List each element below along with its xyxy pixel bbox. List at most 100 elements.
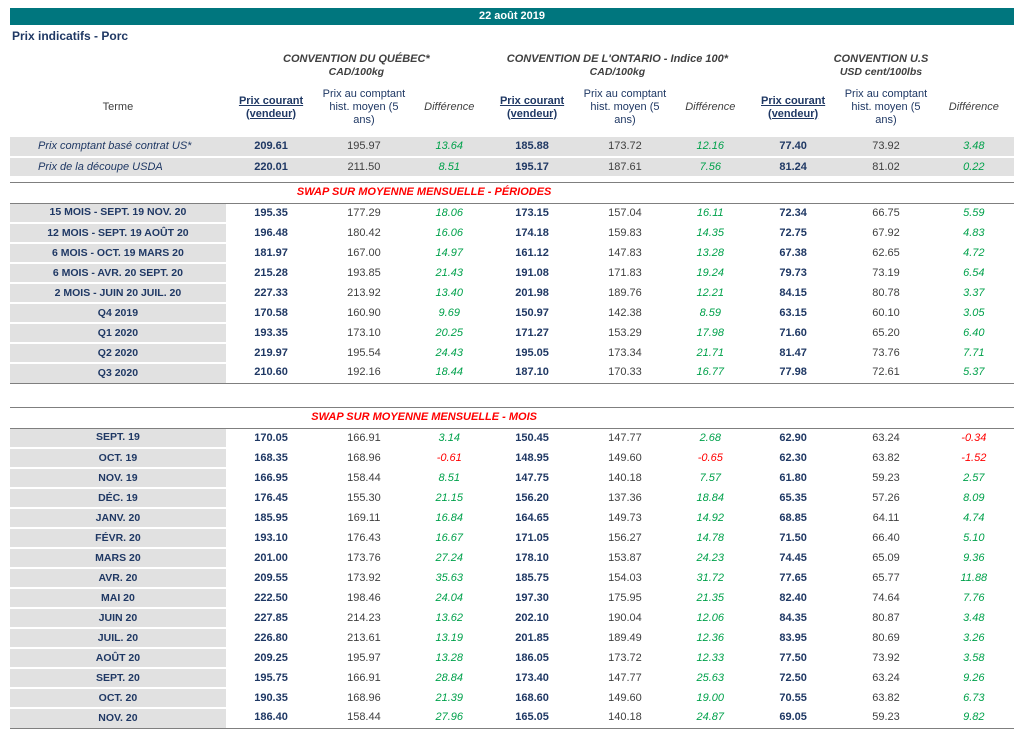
price-hist-cell: 166.91 [347, 671, 381, 684]
price-hist-cell: 177.29 [347, 206, 381, 219]
price-current-cell: 201.00 [254, 551, 288, 564]
difference-cell: 24.87 [672, 708, 748, 729]
difference-cell: 11.88 [960, 571, 988, 584]
price-hist-cell: 67.92 [872, 226, 900, 239]
price-current-cell: 84.15 [779, 286, 807, 299]
difference-cell: 13.19 [435, 631, 463, 644]
price-current-cell: 69.05 [747, 708, 839, 729]
header-hist-us: Prix au comptant hist. moyen (5 ans) [844, 88, 928, 126]
price-hist-cell: 149.73 [608, 511, 642, 524]
price-current-cell: 191.08 [515, 266, 549, 279]
difference-cell: 8.09 [963, 491, 985, 504]
price-current-cell: 71.60 [779, 326, 807, 339]
difference-cell: 4.74 [963, 511, 985, 524]
column-header-row: Terme Prix courant (vendeur) Prix au com… [10, 84, 1014, 137]
price-current-cell: 186.05 [515, 651, 549, 664]
price-current-cell: 210.60 [225, 363, 317, 384]
difference-cell: 9.82 [933, 708, 1014, 729]
difference-cell: 7.57 [699, 471, 721, 484]
difference-cell: 24.43 [435, 346, 463, 359]
difference-cell: 2.68 [699, 431, 721, 444]
price-current-cell: 227.85 [254, 611, 288, 624]
difference-cell: 16.84 [435, 511, 463, 524]
price-hist-cell: 173.34 [608, 346, 642, 359]
row-label: Q2 2020 [10, 343, 226, 364]
price-hist-cell: 65.20 [872, 326, 900, 339]
table-row: 12 MOIS - SEPT. 19 AOÛT 20 196.48 180.42 16… [10, 223, 1014, 244]
price-current-cell: 84.35 [779, 611, 807, 624]
difference-cell: 18.06 [435, 206, 463, 219]
table-row: 15 MOIS - SEPT. 19 NOV. 20 195.35 177.29 18… [10, 203, 1014, 224]
difference-cell: 3.48 [963, 611, 985, 624]
table-row: AOÛT 20 209.25 195.97 13.28 186.05 173.72 12.3… [10, 648, 1014, 669]
difference-cell: 7.71 [963, 346, 985, 359]
price-current-cell: 148.95 [515, 451, 549, 464]
price-current-cell: 166.95 [254, 471, 288, 484]
difference-cell: 5.59 [963, 206, 985, 219]
row-label: 12 MOIS - SEPT. 19 AOÛT 20 [10, 223, 226, 244]
price-hist-cell: 155.30 [347, 491, 381, 504]
price-current-cell: 171.05 [515, 531, 549, 544]
price-current-cell: 67.38 [779, 246, 807, 259]
spacer-cell [10, 383, 1014, 407]
price-current-cell: 150.45 [515, 431, 549, 444]
difference-cell: 3.58 [963, 651, 985, 664]
row-label: JUIN 20 [10, 608, 226, 629]
price-hist-cell: 80.69 [872, 631, 900, 644]
price-current-cell: 165.05 [486, 708, 578, 729]
difference-cell: 19.00 [696, 691, 725, 704]
table-body: Prix comptant basé contrat US* 209.61 195.… [10, 137, 1014, 729]
price-hist-cell: 80.87 [872, 611, 900, 624]
row-label: 15 MOIS - SEPT. 19 NOV. 20 [10, 203, 226, 224]
spacer-row [10, 177, 1014, 182]
difference-cell: 21.35 [696, 591, 725, 604]
price-current-cell: 83.95 [779, 631, 807, 644]
price-current-cell: 164.65 [515, 511, 549, 524]
price-hist-cell: 81.02 [838, 157, 934, 178]
price-current-cell: 196.48 [254, 226, 288, 239]
row-label: 6 MOIS - OCT. 19 MARS 20 [10, 243, 226, 264]
difference-cell: 27.24 [435, 551, 463, 564]
price-hist-cell: 147.77 [608, 431, 642, 444]
difference-cell: 9.26 [963, 671, 985, 684]
price-hist-cell: 153.87 [608, 551, 642, 564]
price-current-cell: 150.97 [515, 306, 549, 319]
section-title-filler [838, 181, 1014, 204]
price-hist-cell: 189.49 [608, 631, 642, 644]
price-hist-cell: 214.23 [347, 611, 381, 624]
difference-cell: 5.37 [933, 363, 1014, 384]
difference-cell: 21.43 [435, 266, 463, 279]
price-hist-cell: 198.46 [347, 591, 381, 604]
difference-cell: 14.35 [696, 226, 725, 239]
price-current-cell: 197.30 [515, 591, 549, 604]
row-label: OCT. 19 [10, 448, 226, 469]
price-current-cell: 185.75 [515, 571, 549, 584]
price-current-cell: 185.88 [486, 137, 578, 158]
table-row: Q1 2020 193.35 173.10 20.25 171.27 153.29 17.9… [10, 323, 1014, 344]
difference-cell: 3.14 [438, 431, 460, 444]
price-hist-cell: 62.65 [872, 246, 900, 259]
price-current-cell: 178.10 [515, 551, 549, 564]
price-current-cell: 77.50 [779, 651, 807, 664]
header-current-ontario: Prix courant (vendeur) [499, 94, 565, 120]
price-hist-cell: 156.27 [608, 531, 642, 544]
difference-cell: 12.16 [672, 137, 748, 158]
table-row: Q2 2020 219.97 195.54 24.43 195.05 173.34 21.7… [10, 343, 1014, 364]
price-hist-cell: 149.60 [608, 691, 642, 704]
header-diff-us: Différence [948, 101, 999, 113]
table-row: AVR. 20 209.55 173.92 35.63 185.75 154.03 31.7… [10, 568, 1014, 589]
difference-cell: 4.72 [963, 246, 985, 259]
price-current-cell: 201.85 [515, 631, 549, 644]
section-title: SWAP SUR MOYENNE MENSUELLE - PÉRIODES [10, 181, 839, 204]
price-current-cell: 77.40 [747, 137, 839, 158]
price-current-cell: 202.10 [515, 611, 549, 624]
price-hist-cell: 173.72 [577, 137, 673, 158]
header-diff-quebec: Différence [424, 101, 475, 113]
difference-cell: 31.72 [696, 571, 725, 584]
price-hist-cell: 171.83 [608, 266, 642, 279]
difference-cell: 12.33 [696, 651, 725, 664]
price-hist-cell: 153.29 [608, 326, 642, 339]
difference-cell: 21.39 [435, 691, 463, 704]
header-diff-ontario: Différence [685, 101, 736, 113]
